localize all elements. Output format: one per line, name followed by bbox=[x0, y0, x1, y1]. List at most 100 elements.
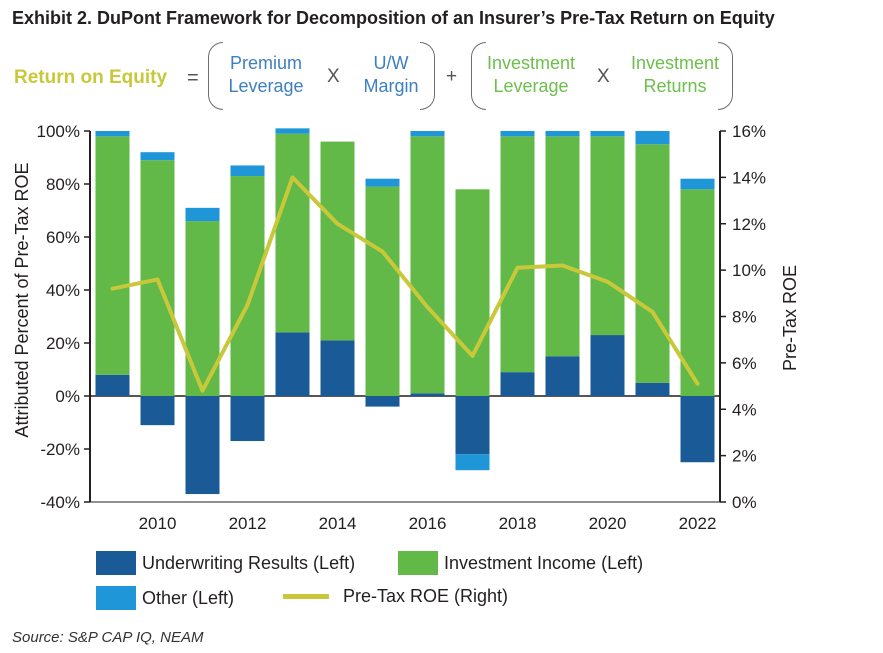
bar-investment-2022 bbox=[680, 189, 715, 396]
y-right-tick-label: 0% bbox=[732, 493, 757, 512]
roe-point-2014 bbox=[337, 223, 338, 225]
y-right-tick-label: 4% bbox=[732, 400, 757, 419]
roe-point-2021 bbox=[652, 311, 653, 313]
y-right-tick-label: 14% bbox=[732, 168, 766, 187]
roe-point-2017 bbox=[472, 355, 473, 357]
bar-investment-2012 bbox=[230, 176, 265, 396]
legend-roe-swatch bbox=[283, 594, 329, 599]
bar-underwriting-2016 bbox=[410, 393, 445, 396]
bars-group bbox=[95, 128, 715, 495]
roe-point-2019 bbox=[562, 264, 563, 266]
y-left-tick-label: 60% bbox=[46, 228, 80, 247]
legend-other-swatch bbox=[96, 586, 136, 610]
formula-premium-leverage: Premium Leverage bbox=[216, 52, 316, 98]
bar-underwriting-2012 bbox=[230, 396, 265, 442]
bar-investment-2019 bbox=[545, 136, 580, 357]
roe-point-2011 bbox=[202, 390, 203, 392]
y-left-tick-label: 0% bbox=[55, 387, 80, 406]
bar-investment-2014 bbox=[320, 141, 355, 341]
bar-investment-2020 bbox=[590, 136, 625, 336]
premium-line-2: Leverage bbox=[228, 76, 304, 96]
bar-other-2019 bbox=[545, 131, 580, 137]
y-left-tick-label: 80% bbox=[46, 175, 80, 194]
y-right-tick-label: 8% bbox=[732, 308, 757, 327]
x-tick-label: 2016 bbox=[409, 514, 447, 533]
roe-point-2010 bbox=[157, 278, 158, 280]
formula-investment-returns: Investment Returns bbox=[620, 52, 730, 98]
y-right-tick-label: 2% bbox=[732, 447, 757, 466]
bar-other-2022 bbox=[680, 178, 715, 190]
y-left-tick-label: 40% bbox=[46, 281, 80, 300]
axis-labels-group: 100% 80% 60% 40% 20% 0% -20% -40% 16% 14% 12% 10% 8%… bbox=[37, 122, 767, 533]
roe-point-2020 bbox=[607, 281, 608, 283]
legend-investment: Investment Income (Left) bbox=[398, 551, 643, 575]
legend-other: Other (Left) bbox=[96, 586, 234, 610]
bar-other-2012 bbox=[230, 165, 265, 177]
y-right-tick-label: 10% bbox=[732, 261, 766, 280]
roe-point-2012 bbox=[247, 304, 248, 306]
inv-lev-line-2: Leverage bbox=[493, 76, 569, 96]
x-tick-label: 2018 bbox=[499, 514, 537, 533]
uw-line-2: Margin bbox=[363, 76, 419, 96]
legend-roe: Pre-Tax ROE (Right) bbox=[283, 586, 508, 607]
bar-underwriting-2014 bbox=[320, 340, 355, 396]
roe-point-2013 bbox=[292, 176, 293, 178]
bar-underwriting-2011 bbox=[185, 396, 220, 495]
bar-underwriting-2010 bbox=[140, 396, 175, 426]
legend-underwriting-label: Underwriting Results (Left) bbox=[142, 552, 356, 573]
formula-uw-margin: U/W Margin bbox=[348, 52, 434, 98]
bar-investment-2009 bbox=[95, 136, 130, 375]
bar-underwriting-2021 bbox=[635, 382, 670, 396]
x-tick-label: 2014 bbox=[319, 514, 357, 533]
source-note: Source: S&P CAP IQ, NEAM bbox=[12, 629, 204, 646]
legend-investment-label: Investment Income (Left) bbox=[444, 552, 644, 573]
y-right-tick-label: 6% bbox=[732, 354, 757, 373]
plot-frame bbox=[84, 130, 726, 503]
x-tick-label: 2012 bbox=[229, 514, 267, 533]
y-left-tick-label: -20% bbox=[40, 440, 80, 459]
roe-point-2015 bbox=[382, 251, 383, 253]
y-left-tick-label: -40% bbox=[40, 493, 80, 512]
bar-underwriting-2013 bbox=[275, 332, 310, 396]
bar-other-2013 bbox=[275, 128, 310, 134]
roe-point-2009 bbox=[112, 288, 113, 290]
bar-underwriting-2018 bbox=[500, 372, 535, 396]
y-right-tick-label: 16% bbox=[732, 122, 766, 141]
inv-lev-line-1: Investment bbox=[486, 53, 576, 73]
legend-roe-label: Pre-Tax ROE (Right) bbox=[343, 586, 509, 606]
bar-underwriting-2020 bbox=[590, 335, 625, 396]
formula-plus-sign: + bbox=[446, 66, 458, 87]
bar-other-2020 bbox=[590, 131, 625, 137]
x-tick-label: 2022 bbox=[679, 514, 717, 533]
bar-underwriting-2009 bbox=[95, 374, 130, 396]
y-axis-right-label: Pre-Tax ROE bbox=[780, 265, 800, 371]
y-left-tick-label: 20% bbox=[46, 334, 80, 353]
bar-investment-2021 bbox=[635, 144, 670, 383]
formula-investment-leverage: Investment Leverage bbox=[476, 52, 586, 98]
roe-line-group bbox=[110, 175, 700, 393]
bar-underwriting-2022 bbox=[680, 396, 715, 463]
formula-times-1: X bbox=[327, 66, 340, 87]
inv-ret-line-2: Returns bbox=[643, 76, 707, 96]
roe-point-2022 bbox=[697, 383, 698, 385]
bar-underwriting-2019 bbox=[545, 356, 580, 396]
bar-other-2015 bbox=[365, 178, 400, 187]
bar-other-2017 bbox=[455, 454, 490, 471]
formula-roe-label: Return on Equity bbox=[14, 67, 168, 88]
x-tick-label: 2010 bbox=[139, 514, 177, 533]
bar-investment-2015 bbox=[365, 186, 400, 396]
bar-investment-2013 bbox=[275, 133, 310, 333]
legend-other-label: Other (Left) bbox=[142, 587, 235, 608]
premium-line-1: Premium bbox=[229, 53, 302, 73]
bar-other-2009 bbox=[95, 131, 130, 137]
legend-underwriting-swatch bbox=[96, 551, 136, 575]
legend-underwriting: Underwriting Results (Left) bbox=[96, 551, 355, 575]
bar-other-2010 bbox=[140, 152, 175, 161]
y-left-tick-label: 100% bbox=[37, 122, 80, 141]
formula-times-2: X bbox=[597, 66, 610, 87]
chart-title: Exhibit 2. DuPont Framework for Decompos… bbox=[12, 8, 775, 28]
bar-investment-2017 bbox=[455, 189, 490, 396]
uw-line-1: U/W bbox=[373, 53, 409, 73]
roe-point-2018 bbox=[517, 267, 518, 269]
